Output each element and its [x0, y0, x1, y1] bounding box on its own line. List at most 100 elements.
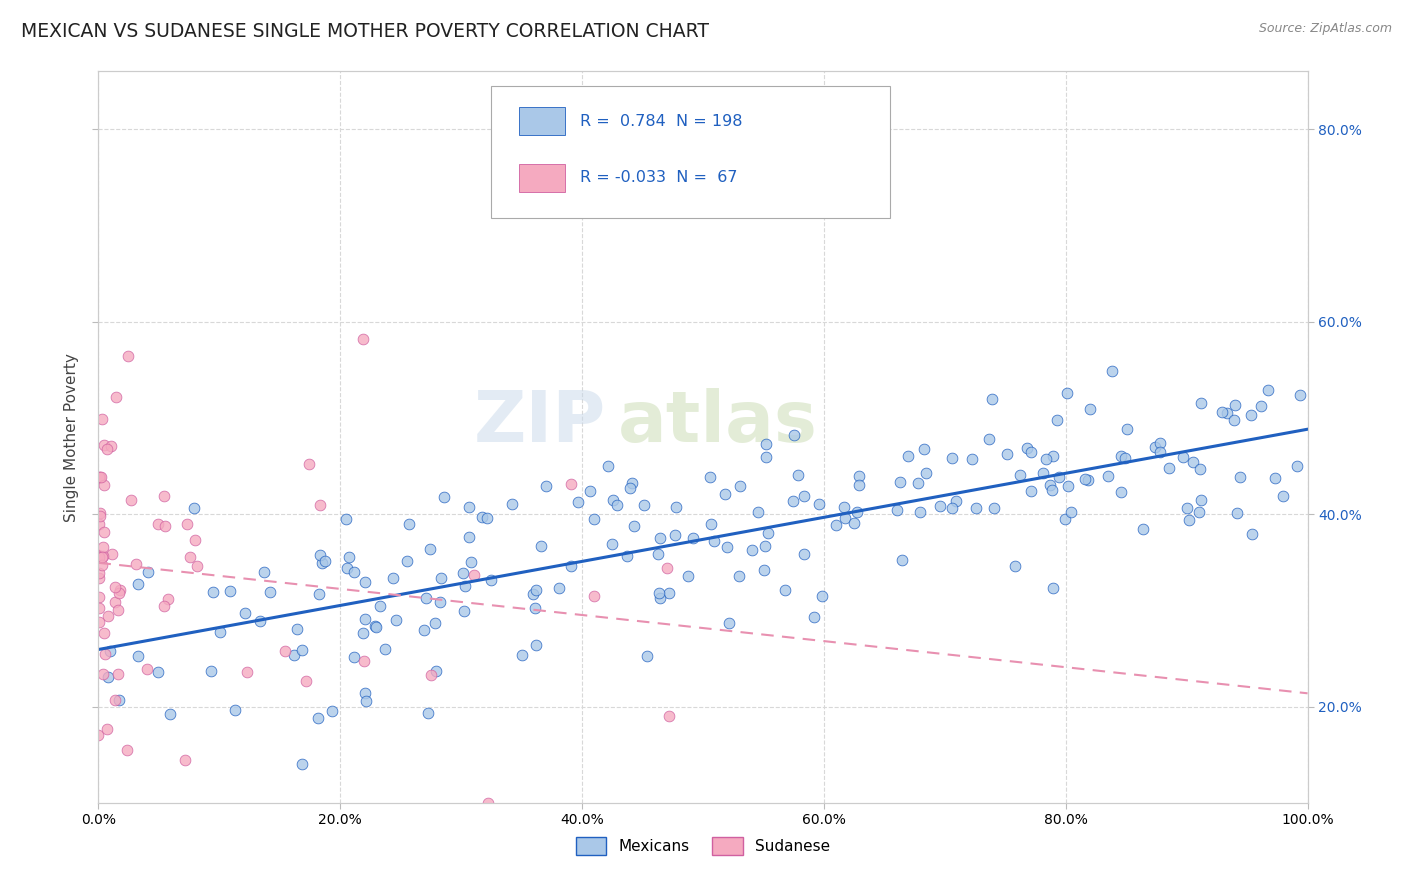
Point: [314, 554, 336, 568]
Point: [699, 470, 721, 484]
Point: [93, 478, 115, 492]
Point: [907, 476, 929, 491]
Point: [730, 479, 752, 493]
Point: [308, 498, 330, 512]
Point: [1157, 461, 1180, 475]
Point: [1175, 501, 1198, 516]
Text: R =  0.784  N = 198: R = 0.784 N = 198: [579, 113, 742, 128]
Point: [578, 484, 600, 499]
Point: [1116, 422, 1139, 436]
Point: [600, 537, 623, 551]
Point: [458, 530, 481, 544]
Point: [1004, 559, 1026, 574]
Point: [479, 573, 502, 587]
Point: [87, 570, 110, 584]
Point: [995, 447, 1018, 461]
Point: [308, 587, 330, 601]
Point: [648, 591, 671, 605]
Point: [96, 722, 118, 736]
Point: [636, 649, 658, 664]
Point: [1211, 405, 1233, 419]
Point: [202, 585, 225, 599]
Point: [1056, 386, 1078, 401]
Point: [87, 517, 110, 532]
Point: [354, 686, 377, 700]
Point: [700, 516, 723, 531]
Point: [623, 519, 645, 533]
Point: [522, 587, 544, 601]
Point: [419, 542, 441, 557]
Point: [602, 493, 624, 508]
Point: [1223, 398, 1246, 412]
Point: [91, 540, 114, 554]
Point: [352, 626, 374, 640]
Point: [1289, 388, 1312, 402]
Point: [648, 585, 671, 599]
Point: [560, 477, 582, 491]
Point: [793, 489, 815, 503]
Point: [104, 580, 127, 594]
Point: [385, 613, 408, 627]
Legend: Mexicans, Sudanese: Mexicans, Sudanese: [569, 831, 837, 861]
Point: [136, 662, 159, 676]
Point: [501, 497, 523, 511]
Point: [454, 579, 477, 593]
Point: [1250, 399, 1272, 413]
Point: [249, 614, 271, 628]
Point: [311, 556, 333, 570]
Point: [941, 450, 963, 465]
Point: [1060, 505, 1083, 519]
Point: [283, 648, 305, 662]
Point: [897, 450, 920, 464]
Point: [658, 586, 681, 600]
Point: [176, 516, 198, 531]
Point: [90, 412, 112, 426]
Point: [93, 524, 115, 539]
Point: [1042, 449, 1064, 463]
Point: [682, 531, 704, 545]
Point: [104, 594, 127, 608]
Point: [285, 622, 308, 636]
Point: [741, 542, 763, 557]
Point: [606, 498, 628, 512]
Point: [87, 548, 110, 562]
Point: [107, 693, 129, 707]
Point: [97, 609, 120, 624]
Point: [453, 604, 475, 618]
Point: [259, 585, 281, 599]
Point: [1257, 383, 1279, 397]
Point: [186, 559, 208, 574]
Point: [87, 550, 110, 565]
Point: [1240, 409, 1263, 423]
Point: [337, 549, 360, 564]
Point: [524, 638, 547, 652]
Point: [1188, 505, 1211, 519]
Point: [1285, 458, 1308, 473]
Point: [91, 549, 114, 563]
Point: [664, 527, 686, 541]
Bar: [519, 107, 565, 135]
Point: [94, 647, 117, 661]
Point: [429, 571, 451, 585]
Point: [108, 583, 131, 598]
Text: MEXICAN VS SUDANESE SINGLE MOTHER POVERTY CORRELATION CHART: MEXICAN VS SUDANESE SINGLE MOTHER POVERT…: [21, 22, 709, 41]
Point: [1109, 449, 1132, 463]
Point: [534, 478, 557, 492]
Point: [1226, 506, 1249, 520]
Point: [1114, 450, 1136, 465]
Point: [120, 492, 142, 507]
Point: [782, 494, 804, 508]
Point: [793, 547, 815, 561]
Point: [335, 511, 357, 525]
Point: [153, 599, 176, 613]
Point: [307, 710, 329, 724]
Point: [633, 498, 655, 512]
Point: [1188, 462, 1211, 476]
Point: [914, 466, 936, 480]
Point: [983, 500, 1005, 515]
Point: [343, 650, 366, 665]
Point: [775, 583, 797, 598]
Point: [89, 506, 111, 520]
Point: [353, 654, 375, 668]
Point: [308, 548, 330, 562]
